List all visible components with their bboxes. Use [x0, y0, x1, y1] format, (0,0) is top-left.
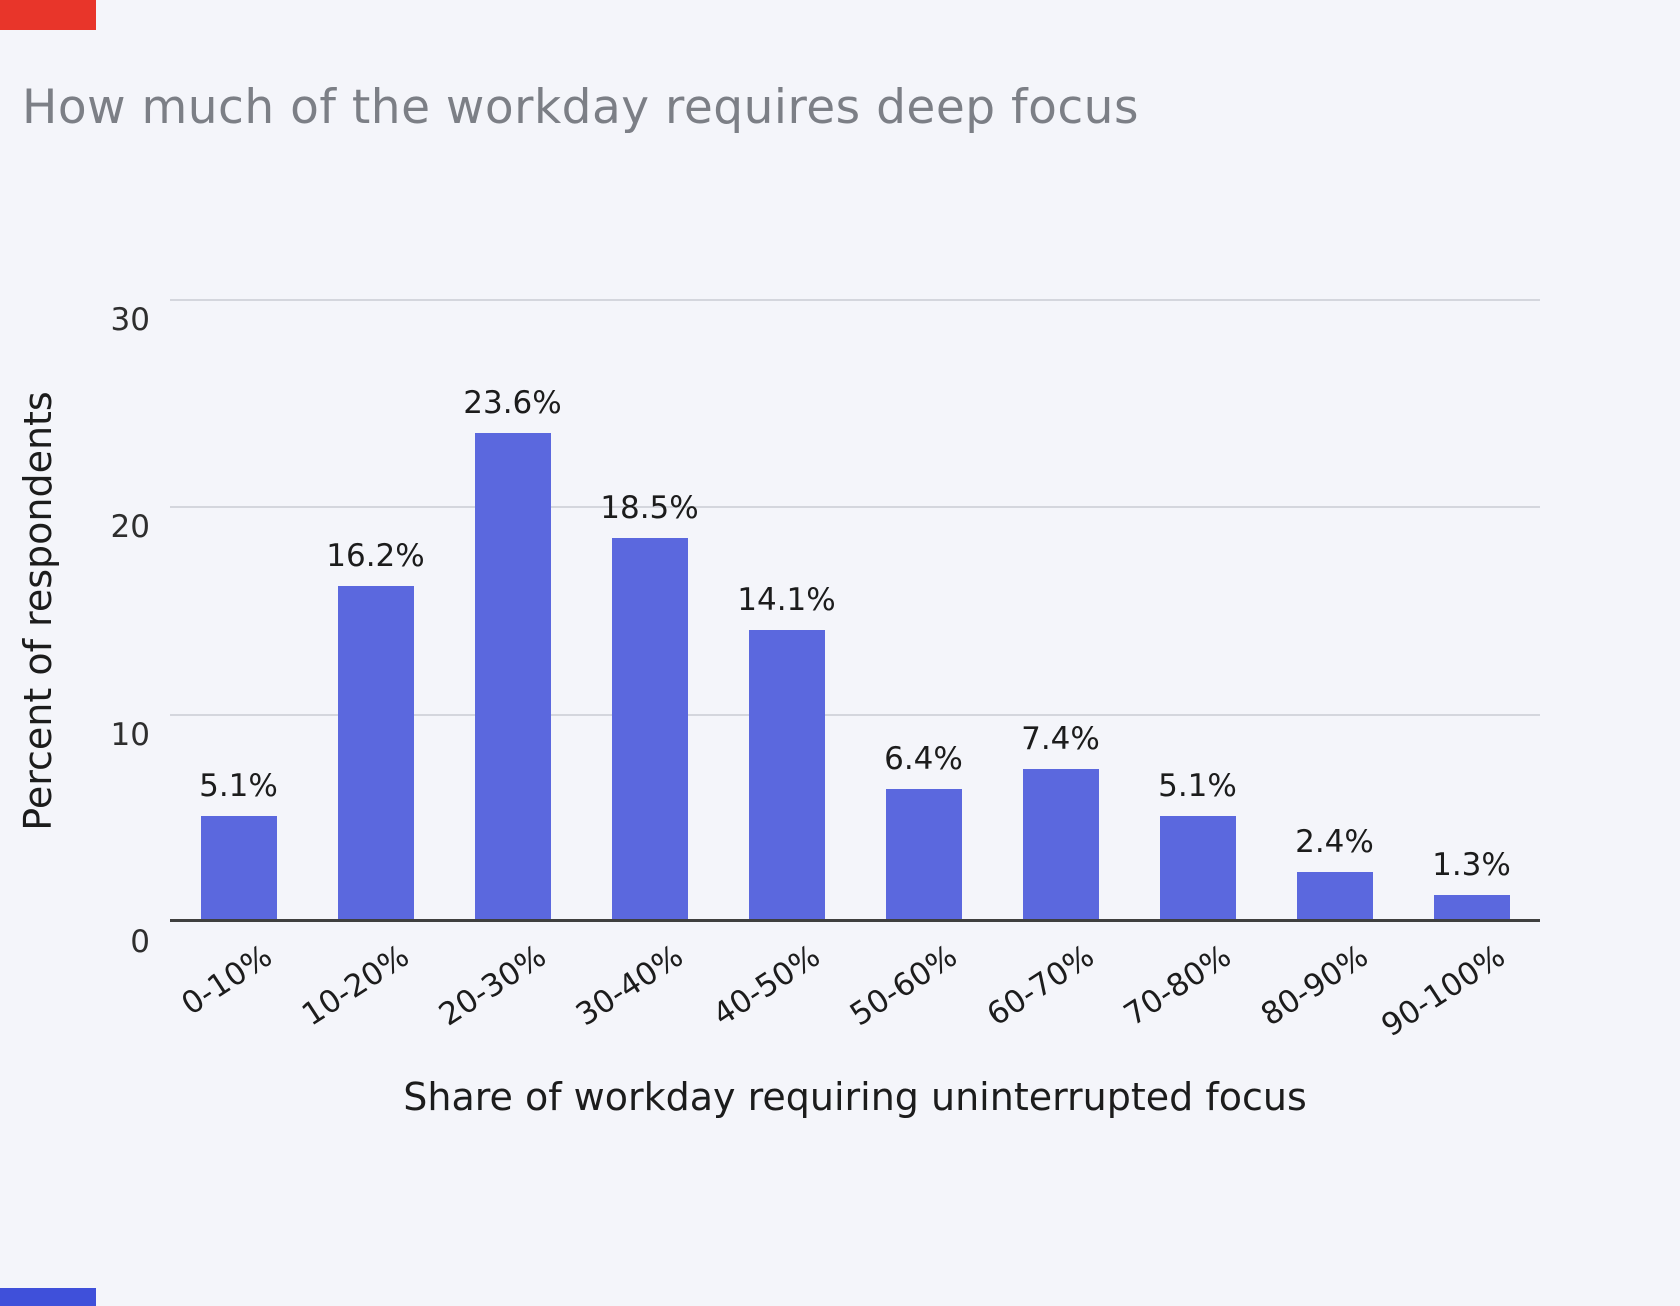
y-tick-label: 0 [130, 924, 150, 960]
plot-area: 0 10 20 30 5.1% 0-10% 16.2% 10-20% 23.6% 20-30% 18… [111, 299, 1540, 1044]
bar-value-label: 7.4% [1021, 720, 1100, 757]
x-axis-title: Share of workday requiring uninterrupted… [403, 1075, 1307, 1119]
bar [200, 816, 277, 922]
bar [1159, 816, 1236, 922]
chart-title: How much of the workday requires deep fo… [22, 80, 1139, 135]
x-tick-label: 50-60% [843, 938, 964, 1034]
x-tick-label: 60-70% [980, 938, 1101, 1034]
gridline [170, 506, 1540, 509]
bar [337, 586, 414, 922]
y-tick-label: 30 [110, 302, 150, 338]
bar-value-label: 2.4% [1295, 824, 1374, 861]
bar-value-label: 6.4% [884, 741, 963, 778]
y-tick-label: 20 [110, 509, 150, 546]
bar-value-label: 1.3% [1432, 847, 1511, 884]
bar-value-label: 5.1% [1158, 768, 1237, 805]
bar [611, 538, 688, 922]
x-tick-label: 90-100% [1374, 938, 1512, 1045]
bar-value-label: 14.1% [737, 581, 836, 618]
x-tick-label: 20-30% [432, 938, 553, 1034]
bar [1022, 768, 1099, 922]
bar-value-label: 18.5% [600, 490, 699, 527]
x-axis-line [170, 919, 1540, 922]
x-tick-label: 80-90% [1254, 938, 1375, 1034]
bar [885, 789, 962, 922]
x-tick-label: 40-50% [706, 938, 827, 1034]
bottom-left-blue-bar [0, 1288, 96, 1306]
bar [1296, 872, 1373, 922]
bar [474, 432, 551, 922]
x-tick-label: 70-80% [1117, 938, 1238, 1034]
gridline [170, 299, 1540, 301]
gridline [170, 713, 1540, 716]
bar-value-label: 16.2% [326, 538, 425, 575]
x-tick-label: 10-20% [295, 938, 416, 1034]
bar [748, 629, 825, 922]
bar-value-label: 5.1% [199, 768, 278, 805]
bar [1433, 895, 1510, 922]
y-axis-title-text: Percent of respondents [16, 391, 60, 831]
x-tick-label: 30-40% [569, 938, 690, 1034]
top-left-red-bar [0, 0, 96, 30]
y-tick-label: 10 [110, 716, 150, 753]
bar-value-label: 23.6% [463, 384, 562, 421]
